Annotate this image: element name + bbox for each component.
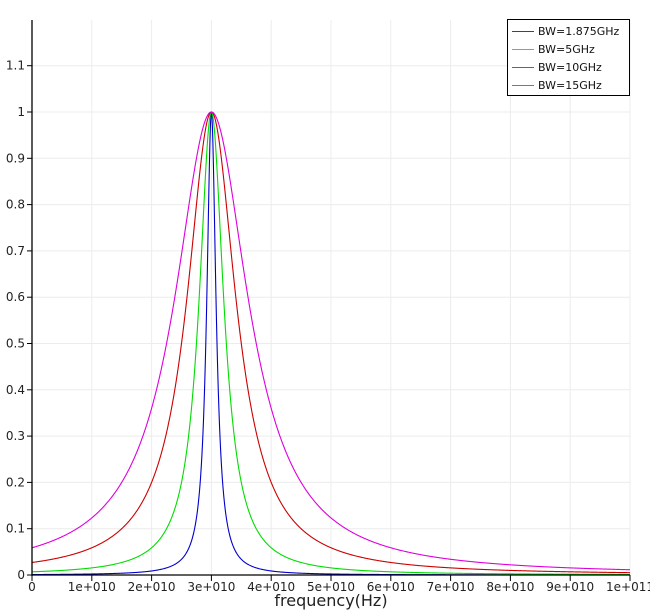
legend-item: BW=5GHz bbox=[512, 40, 595, 58]
y-tick-label: 0.3 bbox=[6, 429, 25, 443]
y-tick-label: 0.4 bbox=[6, 383, 25, 397]
y-tick-label: 0.6 bbox=[6, 290, 25, 304]
x-tick-label: 9e+010 bbox=[546, 580, 594, 594]
legend-swatch-blue bbox=[512, 30, 534, 32]
legend-label: BW=1.875GHz bbox=[538, 24, 620, 38]
legend-label: BW=10GHz bbox=[538, 60, 602, 74]
x-tick-label: 8e+010 bbox=[486, 580, 534, 594]
legend-swatch-red bbox=[512, 66, 534, 68]
y-tick-label: 0.9 bbox=[6, 151, 25, 165]
x-tick-label: 5e+010 bbox=[307, 580, 355, 594]
x-tick-label: 0 bbox=[28, 580, 36, 594]
legend-item: BW=15GHz bbox=[512, 76, 602, 94]
x-tick-label: 1e+010 bbox=[68, 580, 116, 594]
y-tick-label: 0.5 bbox=[6, 337, 25, 351]
y-tick-label: 0.2 bbox=[6, 475, 25, 489]
legend-label: BW=15GHz bbox=[538, 78, 602, 92]
x-tick-label: 1e+011 bbox=[606, 580, 650, 594]
chart-legend: BW=1.875GHz BW=5GHz BW=10GHz BW=15GHz bbox=[507, 19, 630, 96]
y-tick-label: 0 bbox=[17, 568, 25, 582]
x-tick-label: 7e+010 bbox=[427, 580, 475, 594]
x-tick-label: 3e+010 bbox=[187, 580, 235, 594]
legend-label: BW=5GHz bbox=[538, 42, 595, 56]
series-line bbox=[31, 111, 630, 575]
legend-swatch-green bbox=[512, 48, 534, 50]
legend-item: BW=1.875GHz bbox=[512, 22, 619, 40]
x-tick-label: 2e+010 bbox=[128, 580, 176, 594]
y-tick-label: 1.1 bbox=[6, 59, 25, 73]
x-axis-label: frequency(Hz) bbox=[274, 591, 387, 610]
y-tick-label: 1 bbox=[17, 105, 25, 119]
series-line bbox=[31, 111, 631, 574]
legend-item: BW=10GHz bbox=[512, 58, 602, 76]
y-tick-label: 0.8 bbox=[6, 198, 25, 212]
y-tick-label: 0.7 bbox=[6, 244, 25, 258]
series-line bbox=[31, 111, 631, 571]
x-tick-label: 6e+010 bbox=[367, 580, 415, 594]
x-tick-label: 4e+010 bbox=[247, 580, 295, 594]
legend-swatch-magenta bbox=[512, 84, 534, 86]
y-tick-label: 0.1 bbox=[6, 522, 25, 536]
